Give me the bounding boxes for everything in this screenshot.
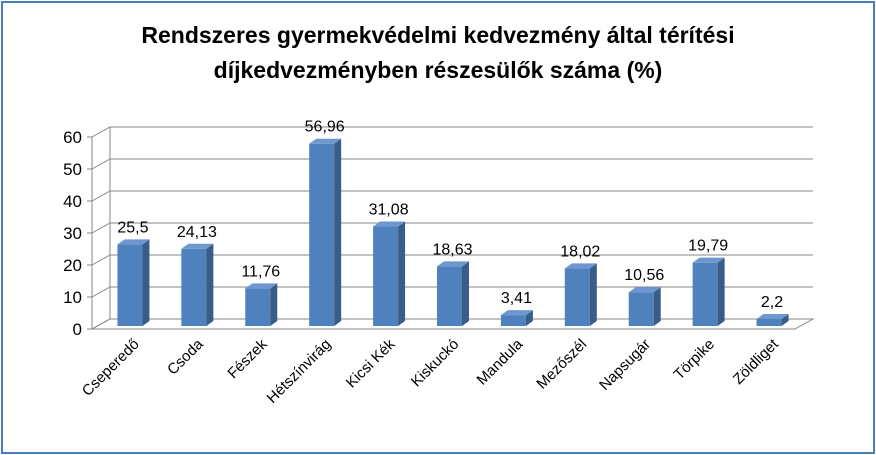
bar [117,239,150,326]
data-label: 25,5 [117,219,148,236]
bar-top [692,257,725,263]
x-category-label: Fészek [224,335,271,382]
bar-side [525,310,533,326]
bar-side [398,221,406,326]
bar-top [309,138,342,144]
bars [117,138,789,326]
bar-front [309,143,335,326]
gridline [91,126,813,138]
chart-title-line-1: Rendszeres gyermekvédelmi kedvezmény ált… [141,22,735,48]
data-labels: 25,5 24,13 11,76 56,96 31,08 18,63 3,41 18,02 10… [117,119,783,311]
x-category-label: Kiskuckó [408,336,462,390]
bar-front [692,262,718,326]
x-category-label: Napsugár [596,336,654,394]
x-category-label: Kicsi Kék [343,335,399,391]
x-category-label: Zöldliget [730,335,783,388]
data-label: 10,56 [624,267,664,284]
bar-front [373,226,399,326]
bar [181,243,214,326]
y-tick-label: 40 [63,192,82,211]
bar-side [142,239,150,326]
bar [564,263,597,326]
bar-front [500,315,526,326]
bar-side [781,313,789,326]
bar-side [462,261,469,326]
x-category-label: Mandula [474,335,527,388]
bar-front [117,244,143,326]
y-tick-label: 0 [73,320,82,339]
x-category-label: Mezőszél [533,336,590,393]
bar-front [756,318,782,326]
bar-side [589,263,597,326]
bar-top [628,287,661,293]
chart-title: Rendszeres gyermekvédelmi kedvezmény ált… [0,18,876,88]
gridlines [91,126,813,330]
bar [628,287,661,326]
bar-top [117,239,150,245]
y-tick-label: 30 [63,224,82,243]
bar [437,261,469,326]
gridline [91,158,813,170]
gridline [91,222,813,234]
bar-top [500,310,533,316]
bar-top [437,261,469,267]
data-label: 24,13 [177,224,217,241]
bar-top [564,263,597,269]
bar [245,283,278,326]
data-label: 18,63 [432,241,472,258]
y-tick-label: 20 [63,256,82,275]
bar-side [653,287,661,326]
bar [373,221,406,326]
bar-side [270,283,278,326]
gridline [91,190,813,202]
data-label: 3,41 [501,290,532,307]
bar [692,257,725,326]
x-category-label: Hétszínvirág [264,336,335,407]
y-tick-label: 50 [63,160,82,179]
y-axis: 0 10 20 30 40 50 60 [63,128,92,339]
data-label: 11,76 [241,263,280,280]
data-label: 18,02 [560,243,600,260]
data-label: 56,96 [305,119,345,136]
data-label: 2,2 [761,294,783,311]
bar-top [756,313,789,319]
bar-front [437,266,462,326]
bar-front [245,288,271,326]
bar-front [628,292,654,326]
bar-top [181,243,214,249]
data-label: 19,79 [688,238,728,255]
bar-side [334,138,342,326]
x-category-label: Csoda [164,335,207,378]
x-category-label: Cseperedő [79,336,143,400]
bar-top [373,221,406,227]
bar-side [206,243,214,326]
y-tick-label: 10 [63,288,82,307]
bar-side [717,257,725,326]
bar [756,313,789,326]
bar-front [181,248,207,326]
bar-top [245,283,278,289]
bar [309,138,342,326]
gridline [91,254,813,266]
chart-title-line-2: díjkedvezményben részesülők száma (%) [213,57,663,83]
data-label: 31,08 [369,202,409,219]
x-category-label: Törpike [671,336,718,383]
bar [500,310,533,326]
bar-front [564,268,590,326]
y-tick-label: 60 [63,128,82,147]
